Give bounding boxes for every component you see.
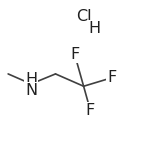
Text: H: H	[88, 21, 100, 36]
Text: Cl: Cl	[76, 9, 91, 24]
Text: F: F	[86, 103, 95, 118]
Text: F: F	[70, 47, 79, 62]
Text: F: F	[107, 70, 116, 85]
Text: N: N	[25, 83, 37, 98]
Text: H: H	[25, 72, 37, 87]
